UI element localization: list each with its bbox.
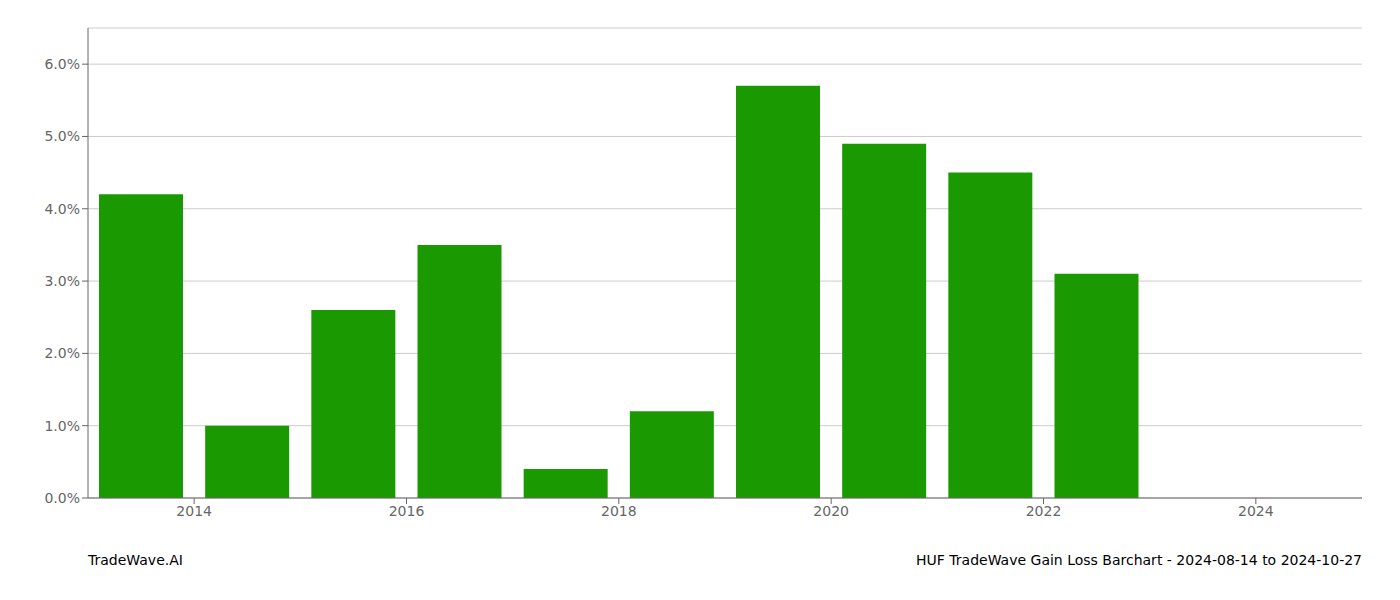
svg-text:0.0%: 0.0%: [44, 490, 80, 506]
svg-text:6.0%: 6.0%: [44, 56, 80, 72]
svg-text:2024: 2024: [1238, 503, 1274, 519]
svg-text:5.0%: 5.0%: [44, 128, 80, 144]
svg-text:1.0%: 1.0%: [44, 418, 80, 434]
html-text:HUF TradeWave Gain Loss Barcha: HUF TradeWave Gain Loss Barchart - 2024-…: [916, 552, 1362, 568]
svg-text:2022: 2022: [1026, 503, 1062, 519]
svg-text:3.0%: 3.0%: [44, 273, 80, 289]
html-text:TradeWave.AI: TradeWave.AI: [88, 552, 183, 568]
svg-text:2018: 2018: [601, 503, 637, 519]
svg-text:2016: 2016: [389, 503, 425, 519]
svg-text:2.0%: 2.0%: [44, 345, 80, 361]
svg-text:2014: 2014: [176, 503, 212, 519]
svg-text:2020: 2020: [813, 503, 849, 519]
svg-text:4.0%: 4.0%: [44, 201, 80, 217]
